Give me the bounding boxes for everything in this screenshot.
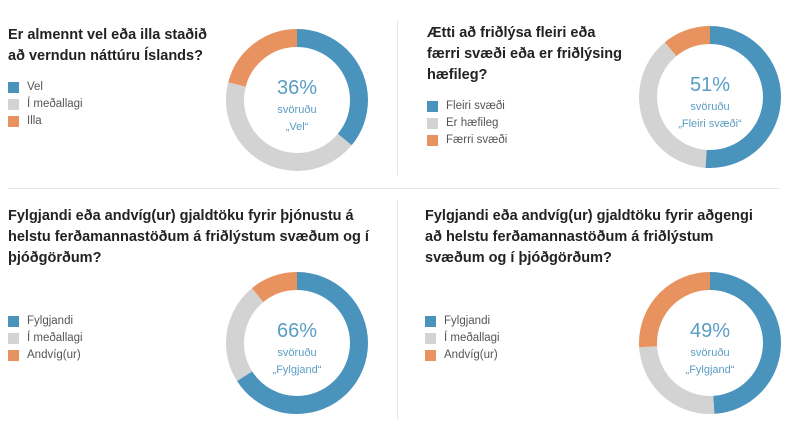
legend-label: Fylgjandi xyxy=(444,315,491,327)
legend: Fylgjandi Í meðallagi Andvíg(ur) xyxy=(8,313,208,364)
legend-label: Fleiri svæði xyxy=(446,100,505,112)
chart-title: Er almennt vel eða illa staðið að verndu… xyxy=(8,27,208,64)
donut-segment-2 xyxy=(226,29,368,171)
donut-chart: 36% svöruðu „Vel“ xyxy=(226,29,368,171)
legend-item: Í meðallagi xyxy=(8,330,208,347)
center-label: svöruðu xyxy=(690,347,729,359)
legend-label: Færri svæði xyxy=(446,134,508,146)
legend-swatch xyxy=(8,350,19,361)
legend: Vel Í meðallagi Illa xyxy=(8,79,218,130)
legend-swatch xyxy=(8,99,19,110)
donut-chart: 51% svöruðu „Fleiri svæði“ xyxy=(639,26,781,168)
legend-label: Er hæfileg xyxy=(446,117,499,129)
legend-label: Fylgjandi xyxy=(27,315,74,327)
legend-label: Andvíg(ur) xyxy=(27,349,81,361)
center-percentage: 66% xyxy=(277,320,317,342)
legend-item: Andvíg(ur) xyxy=(425,347,625,364)
divider-vertical-top xyxy=(397,20,398,175)
donut-segment-2 xyxy=(639,272,781,414)
legend-item: Vel xyxy=(8,79,218,96)
legend-swatch xyxy=(427,101,438,112)
center-percentage: 36% xyxy=(277,77,317,99)
center-percentage: 51% xyxy=(690,74,730,96)
legend-item: Fylgjandi xyxy=(8,313,208,330)
legend-item: Er hæfileg xyxy=(427,115,632,132)
chart-title: Fylgjandi eða andvíg(ur) gjaldtöku fyrir… xyxy=(8,208,369,266)
legend-item: Í meðallagi xyxy=(425,330,625,347)
chart-title: Fylgjandi eða andvíg(ur) gjaldtöku fyrir… xyxy=(425,208,753,266)
donut-segment-2 xyxy=(639,26,781,168)
donut-segment-1 xyxy=(639,26,781,168)
legend-label: Í meðallagi xyxy=(27,332,83,344)
legend-item: Andvíg(ur) xyxy=(8,347,208,364)
legend-item: Fylgjandi xyxy=(425,313,625,330)
legend-item: Færri svæði xyxy=(427,132,632,149)
legend-swatch xyxy=(425,333,436,344)
donut-segment-1 xyxy=(226,29,368,171)
center-answer: „Vel“ xyxy=(286,121,309,133)
legend-label: Vel xyxy=(27,81,43,93)
legend-label: Í meðallagi xyxy=(27,98,83,110)
donut-segment-2 xyxy=(226,272,368,414)
center-answer: „Fylgjand“ xyxy=(686,364,735,376)
legend-swatch xyxy=(427,135,438,146)
legend-swatch xyxy=(8,333,19,344)
legend-swatch xyxy=(427,118,438,129)
donut-segment-1 xyxy=(226,272,368,414)
center-answer: „Fylgjand“ xyxy=(273,364,322,376)
legend: Fylgjandi Í meðallagi Andvíg(ur) xyxy=(425,313,625,364)
legend-item: Í meðallagi xyxy=(8,96,218,113)
legend-swatch xyxy=(8,82,19,93)
center-answer: „Fleiri svæði“ xyxy=(678,118,742,130)
legend-swatch xyxy=(8,116,19,127)
legend-label: Andvíg(ur) xyxy=(444,349,498,361)
chart-title: Ætti að friðlýsa fleiri eða færri svæði … xyxy=(427,25,623,83)
legend-item: Fleiri svæði xyxy=(427,98,632,115)
center-percentage: 49% xyxy=(690,320,730,342)
legend-swatch xyxy=(8,316,19,327)
divider-vertical-bottom xyxy=(397,200,398,420)
legend-label: Í meðallagi xyxy=(444,332,500,344)
legend-item: Illa xyxy=(8,113,218,130)
donut-segment-1 xyxy=(639,272,781,414)
center-label: svöruðu xyxy=(690,101,729,113)
legend-swatch xyxy=(425,350,436,361)
donut-chart: 49% svöruðu „Fylgjand“ xyxy=(639,272,781,414)
center-label: svöruðu xyxy=(277,104,316,116)
legend: Fleiri svæði Er hæfileg Færri svæði xyxy=(427,98,632,149)
legend-swatch xyxy=(425,316,436,327)
divider-horizontal xyxy=(8,188,780,189)
donut-chart: 66% svöruðu „Fylgjand“ xyxy=(226,272,368,414)
legend-label: Illa xyxy=(27,115,42,127)
center-label: svöruðu xyxy=(277,347,316,359)
